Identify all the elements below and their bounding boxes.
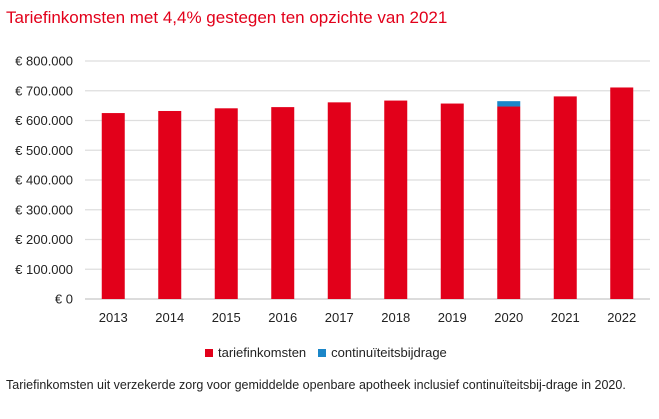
x-tick-label: 2017 — [325, 310, 354, 325]
x-tick-label: 2013 — [99, 310, 128, 325]
y-tick-label: € 0 — [55, 292, 73, 307]
legend-label: continuïteitsbijdrage — [331, 345, 447, 360]
x-tick-label: 2018 — [381, 310, 410, 325]
bars — [101, 87, 634, 300]
x-tick-label: 2014 — [155, 310, 184, 325]
bar-tariefinkomsten-2015 — [214, 108, 238, 300]
bar-tariefinkomsten-2013 — [101, 113, 125, 299]
y-tick-label: € 100.000 — [15, 262, 73, 277]
bar-tariefinkomsten-2019 — [440, 103, 464, 299]
y-tick-label: € 700.000 — [15, 83, 73, 98]
chart-caption: Tariefinkomsten uit verzekerde zorg voor… — [6, 378, 626, 392]
bar-tariefinkomsten-2017 — [327, 102, 351, 299]
legend-label: tariefinkomsten — [218, 345, 307, 360]
legend-item-continuiteitsbijdrage: continuïteitsbijdrage — [318, 345, 447, 360]
bar-continuteitsbijdrage-2020 — [497, 101, 521, 107]
legend: tariefinkomsten continuïteitsbijdrage — [205, 345, 459, 360]
y-tick-label: € 200.000 — [15, 232, 73, 247]
bar-chart: € 0 € 100.000 € 200.000 € 300.000 € 400.000 €… — [15, 54, 650, 325]
x-tick-label: 2019 — [438, 310, 467, 325]
chart-title: Tariefinkomsten met 4,4% gestegen ten op… — [6, 8, 448, 27]
bar-tariefinkomsten-2020 — [497, 106, 521, 299]
bar-tariefinkomsten-2021 — [553, 96, 577, 299]
x-axis-ticks: 2013 2014 2015 2016 2017 2018 2019 2020 2021 2022 — [99, 310, 636, 325]
y-tick-label: € 300.000 — [15, 202, 73, 217]
x-tick-label: 2021 — [551, 310, 580, 325]
y-axis-ticks: € 0 € 100.000 € 200.000 € 300.000 € 400.000 €… — [15, 54, 73, 307]
bar-tariefinkomsten-2014 — [158, 110, 182, 299]
x-tick-label: 2016 — [268, 310, 297, 325]
y-tick-label: € 500.000 — [15, 143, 73, 158]
legend-item-tariefinkomsten: tariefinkomsten — [205, 345, 306, 360]
x-tick-label: 2020 — [494, 310, 523, 325]
bar-tariefinkomsten-2018 — [384, 100, 408, 299]
y-tick-label: € 400.000 — [15, 173, 73, 188]
y-tick-label: € 800.000 — [15, 54, 73, 69]
x-tick-label: 2015 — [212, 310, 241, 325]
x-tick-label: 2022 — [607, 310, 636, 325]
bar-tariefinkomsten-2016 — [271, 107, 295, 299]
legend-swatch-continuiteitsbijdrage — [318, 348, 327, 357]
legend-swatch-tariefinkomsten — [205, 348, 213, 357]
y-tick-label: € 600.000 — [15, 113, 73, 128]
bar-tariefinkomsten-2022 — [610, 87, 634, 299]
